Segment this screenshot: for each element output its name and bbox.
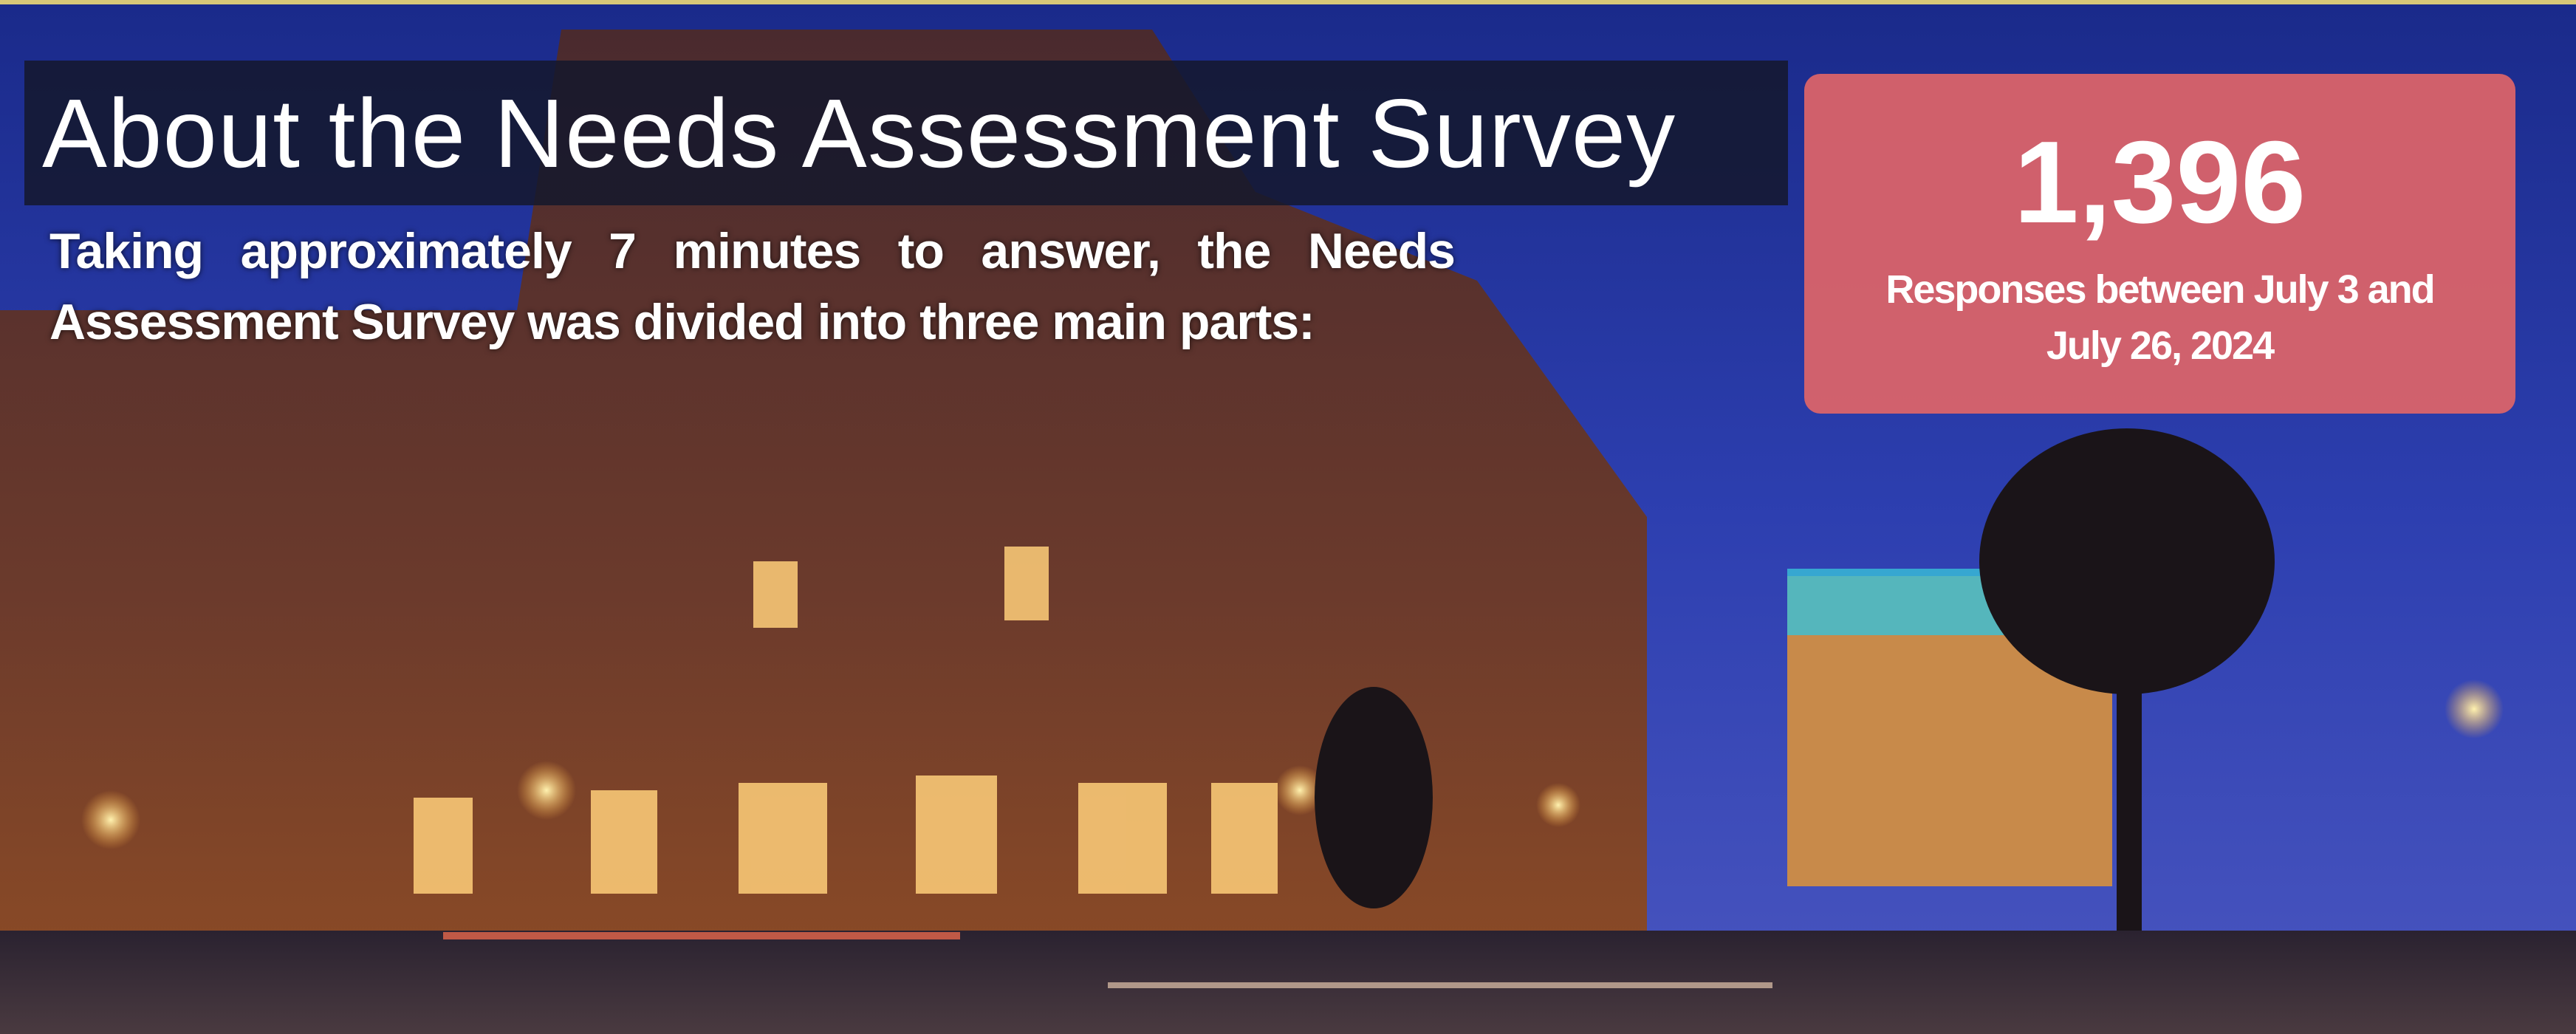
top-border [0,0,2576,4]
body-text: Taking approximately 7 minutes to answer… [49,216,1455,357]
stat-caption: Responses between July 3 and July 26, 20… [1849,261,2471,374]
title-box: About the Needs Assessment Survey [24,61,1788,205]
title: About the Needs Assessment Survey [42,78,1676,189]
building-roof [1787,569,2009,635]
slide: {"title": "About the Needs Assessment Su… [0,0,2576,1034]
light-trail [443,932,960,939]
stat-box: 1,396 Responses between July 3 and July … [1804,74,2515,414]
stat-number: 1,396 [1849,120,2471,245]
light-trail [1108,982,1772,988]
